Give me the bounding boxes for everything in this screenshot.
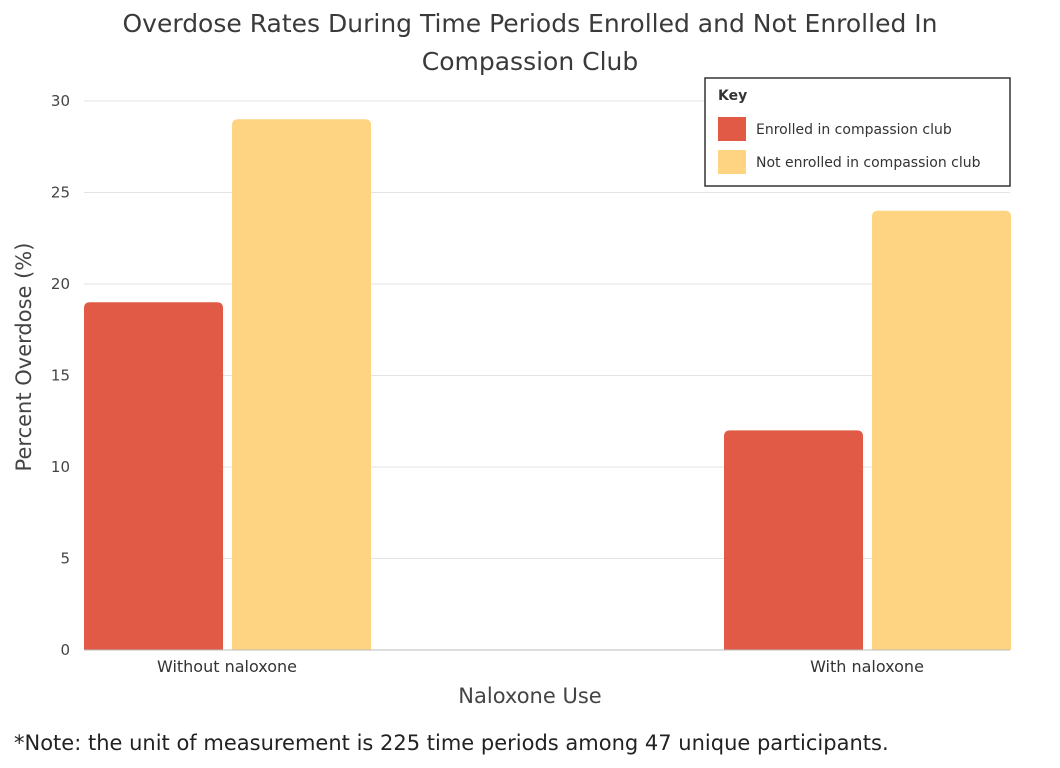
legend-swatch-not-enrolled [718,150,746,174]
legend-box [704,77,1011,187]
x-category-labels: Without naloxone With naloxone [157,657,924,676]
chart-title-line-2: Compassion Club [422,47,639,76]
legend-label-enrolled: Enrolled in compassion club [756,122,952,138]
y-tick-label: 10 [51,458,70,476]
bar-enrolled-without-naloxone [84,302,223,650]
y-tick-labels: 0 5 10 15 20 25 30 [51,92,70,659]
chart-title-line-1: Overdose Rates During Time Periods Enrol… [123,9,938,38]
y-axis-label: Percent Overdose (%) [12,243,36,472]
x-category-label: With naloxone [810,657,924,676]
legend-title: Key [718,88,747,104]
bar-not-enrolled-with-naloxone [872,210,1011,651]
y-tick-label: 30 [51,92,70,110]
y-tick-label: 20 [51,275,70,293]
y-tick-label: 25 [51,184,70,202]
bar-enrolled-with-naloxone [724,430,863,650]
legend-label-not-enrolled: Not enrolled in compassion club [756,155,981,171]
x-category-label: Without naloxone [157,657,297,676]
legend: Key Enrolled in compassion club Not enro… [704,77,1011,187]
y-tick-label: 5 [60,550,70,568]
y-tick-label: 0 [60,641,70,659]
x-axis-label: Naloxone Use [458,684,601,708]
footnote: *Note: the unit of measurement is 225 ti… [14,731,889,755]
bar-not-enrolled-without-naloxone [232,119,371,651]
bars [84,119,1011,651]
y-tick-label: 15 [51,367,70,385]
legend-swatch-enrolled [718,117,746,141]
